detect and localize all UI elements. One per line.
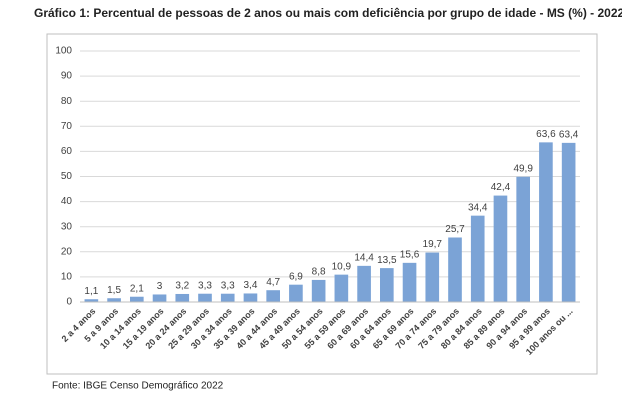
- bar: [311, 279, 326, 302]
- value-label: 6,9: [289, 271, 303, 282]
- bar: [243, 293, 258, 302]
- value-label: 19,7: [423, 239, 443, 250]
- value-label: 3,3: [198, 280, 212, 291]
- value-label: 1,1: [84, 286, 98, 297]
- bar: [84, 299, 99, 302]
- bar: [561, 142, 576, 302]
- y-tick-label: 70: [61, 121, 73, 132]
- y-tick-label: 80: [61, 96, 73, 107]
- value-label: 3,4: [244, 280, 258, 291]
- value-label: 1,5: [107, 285, 121, 296]
- bar: [198, 293, 212, 302]
- y-tick-label: 10: [61, 272, 73, 283]
- value-label: 34,4: [468, 202, 488, 213]
- bar: [130, 296, 144, 302]
- y-tick-label: 90: [61, 71, 73, 82]
- value-label: 14,4: [354, 252, 374, 263]
- bar: [380, 268, 394, 302]
- value-label: 8,8: [312, 267, 326, 278]
- bar: [425, 252, 440, 302]
- bar: [470, 215, 485, 302]
- value-label: 3,3: [221, 280, 235, 291]
- y-tick-label: 40: [61, 196, 73, 207]
- bar: [334, 274, 349, 302]
- bar: [357, 265, 371, 302]
- value-label: 10,9: [332, 261, 352, 272]
- source: Fonte: IBGE Censo Demográfico 2022: [52, 381, 224, 392]
- chart-title: Gráfico 1: Percentual de pessoas de 2 an…: [34, 6, 622, 20]
- value-label: 15,6: [400, 249, 420, 260]
- bar: [493, 195, 508, 302]
- bar: [175, 293, 190, 302]
- y-tick-label: 0: [66, 297, 72, 308]
- value-label: 3,2: [175, 281, 189, 292]
- bar: [448, 237, 462, 302]
- bar: [402, 262, 417, 302]
- bar: [220, 293, 235, 302]
- value-label: 4,7: [266, 277, 280, 288]
- y-tick-label: 20: [61, 246, 73, 257]
- value-label: 42,4: [491, 182, 511, 193]
- chart-frame: [46, 33, 598, 375]
- value-label: 63,4: [559, 130, 579, 141]
- value-label: 3: [157, 281, 163, 292]
- y-tick-label: 50: [61, 171, 73, 182]
- y-tick-label: 100: [55, 46, 72, 57]
- bar: [516, 176, 530, 302]
- bar: [539, 142, 553, 302]
- value-label: 13,5: [377, 255, 397, 266]
- bar: [107, 298, 121, 302]
- bar: [152, 294, 167, 302]
- bar: [266, 290, 280, 302]
- y-tick-label: 60: [61, 146, 73, 157]
- bar: [289, 284, 303, 302]
- y-tick-label: 30: [61, 221, 73, 232]
- value-label: 49,9: [513, 163, 533, 174]
- value-label: 63,6: [536, 129, 556, 140]
- value-label: 2,1: [130, 283, 144, 294]
- value-label: 25,7: [445, 224, 465, 235]
